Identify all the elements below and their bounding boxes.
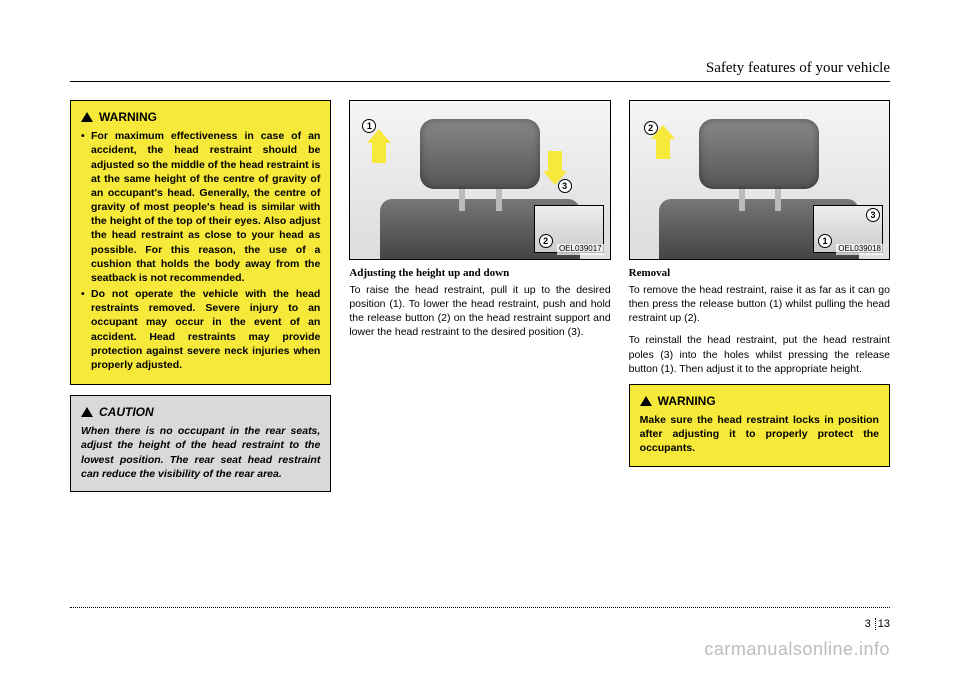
callout-2: 2 xyxy=(539,234,553,248)
page-number: 313 xyxy=(865,618,890,630)
figure-code: OEL039018 xyxy=(836,244,883,255)
arrow-up-icon xyxy=(656,137,670,159)
text-removal-2: To reinstall the head restraint, put the… xyxy=(629,333,890,376)
arrow-down-icon xyxy=(548,151,562,173)
footer-divider xyxy=(70,607,890,608)
figure-code: OEL039017 xyxy=(557,244,604,255)
headrest-pole xyxy=(496,187,502,211)
text-removal-1: To remove the head restraint, raise it a… xyxy=(629,283,890,326)
column-3: 2 3 1 OEL039018 Removal To remove the he… xyxy=(629,100,890,502)
caution-icon xyxy=(81,407,93,417)
text-adjust: To raise the head restraint, pull it up … xyxy=(349,283,610,340)
column-2: 1 3 2 OEL039017 Adjusting the height up … xyxy=(349,100,610,502)
callout-3: 3 xyxy=(558,179,572,193)
column-1: WARNING For maximum effectiveness in cas… xyxy=(70,100,331,502)
caution-title: CAUTION xyxy=(81,404,320,420)
content-columns: WARNING For maximum effectiveness in cas… xyxy=(70,100,890,502)
section-number: 3 xyxy=(865,618,876,630)
figure-removal: 2 3 1 OEL039018 xyxy=(629,100,890,260)
headrest-shape xyxy=(699,119,819,189)
warning-item: For maximum effectiveness in case of an … xyxy=(81,129,320,285)
warning-icon xyxy=(640,396,652,406)
warning-title: WARNING xyxy=(640,393,879,409)
subhead-adjust: Adjusting the height up and down xyxy=(349,266,610,281)
headrest-pole xyxy=(739,187,745,211)
callout-3: 3 xyxy=(866,208,880,222)
page-num: 13 xyxy=(878,618,890,630)
callout-1: 1 xyxy=(818,234,832,248)
headrest-shape xyxy=(420,119,540,189)
warning-item: Do not operate the vehicle with the head… xyxy=(81,287,320,372)
warning-box-lock: WARNING Make sure the head restraint loc… xyxy=(629,384,890,467)
headrest-pole xyxy=(775,187,781,211)
subhead-removal: Removal xyxy=(629,266,890,281)
caution-label: CAUTION xyxy=(99,404,154,420)
warning-icon xyxy=(81,112,93,122)
arrow-up-icon xyxy=(372,141,386,163)
warning-title: WARNING xyxy=(81,109,320,125)
caution-box: CAUTION When there is no occupant in the… xyxy=(70,395,331,492)
warning-label: WARNING xyxy=(658,393,716,409)
warning-lock-text: Make sure the head restraint locks in po… xyxy=(640,413,879,456)
warning-label: WARNING xyxy=(99,109,157,125)
caution-text: When there is no occupant in the rear se… xyxy=(81,424,320,481)
page-header: Safety features of your vehicle xyxy=(70,60,890,82)
warning-box-main: WARNING For maximum effectiveness in cas… xyxy=(70,100,331,385)
watermark: carmanualsonline.info xyxy=(704,639,890,660)
headrest-pole xyxy=(459,187,465,211)
callout-2: 2 xyxy=(644,121,658,135)
figure-adjust: 1 3 2 OEL039017 xyxy=(349,100,610,260)
warning-list: For maximum effectiveness in case of an … xyxy=(81,129,320,372)
